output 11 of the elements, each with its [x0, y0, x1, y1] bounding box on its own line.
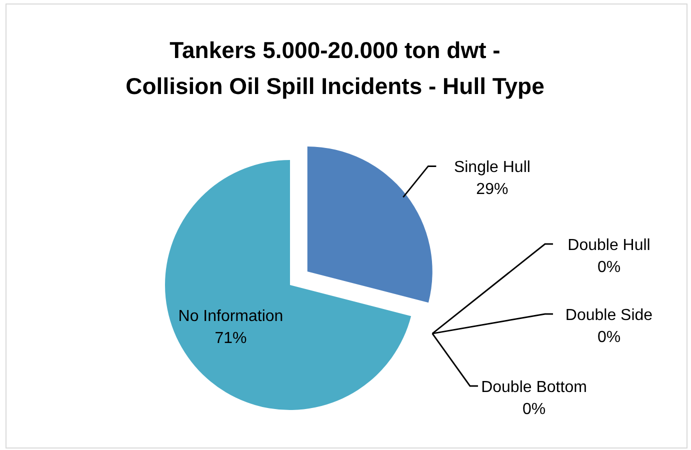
text: 0% — [597, 259, 621, 276]
data-label: 71% — [214, 330, 247, 347]
slice-label: Single Hull — [454, 159, 530, 176]
data-label: 29% — [476, 181, 508, 198]
text: 0% — [522, 401, 546, 418]
chart-title: Tankers 5.000-20.000 ton dwt - Collision Oil Spill Incidents - Hull Type — [126, 37, 544, 99]
category-label: Double Side — [565, 307, 653, 324]
category-label: Double Bottom — [481, 379, 587, 396]
slice-label: No Information — [178, 308, 284, 325]
text: 0% — [597, 329, 621, 346]
category-label: Double Hull — [568, 237, 650, 254]
